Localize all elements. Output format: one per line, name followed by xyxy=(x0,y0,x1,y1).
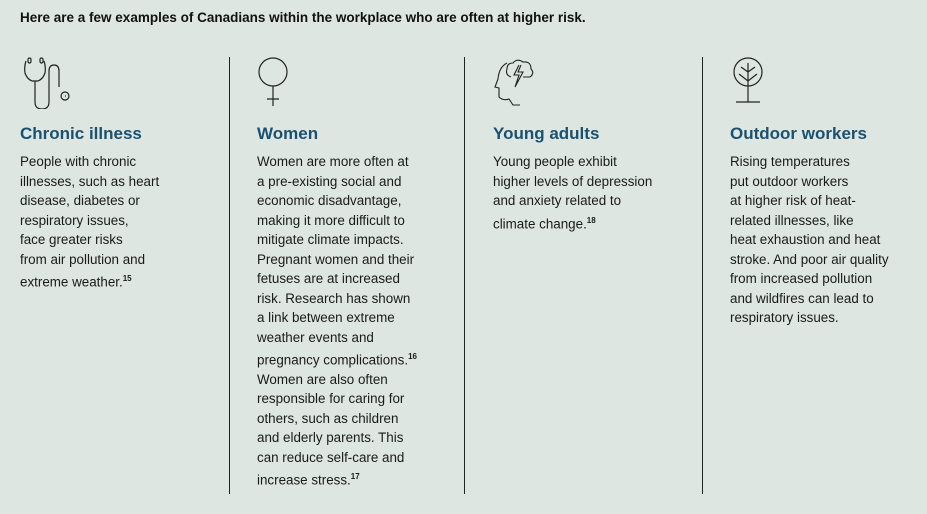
body-line: economic disadvantage, xyxy=(257,191,462,211)
body-line: pregnancy complications.16 xyxy=(257,347,462,370)
body-text: put outdoor workers xyxy=(730,173,849,189)
body-line: respiratory issues, xyxy=(20,211,225,231)
body-line: at higher risk of heat- xyxy=(730,191,927,211)
body-line: a link between extreme xyxy=(257,308,462,328)
column-chronic-illness: Chronic illness People with chronic illne… xyxy=(20,57,225,292)
body-line: Women are more often at xyxy=(257,152,462,172)
column-outdoor-workers: Outdoor workers Rising temperatures put o… xyxy=(730,57,927,328)
body-text: stroke. And poor air quality xyxy=(730,251,889,267)
body-line: others, such as children xyxy=(257,409,462,429)
body-text: heat exhaustion and heat xyxy=(730,232,881,247)
body-text: and elderly parents. This xyxy=(257,430,404,446)
column-title: Young adults xyxy=(493,124,600,143)
body-text: economic disadvantage, xyxy=(257,193,402,208)
body-text: at higher risk of heat- xyxy=(730,193,856,208)
body-line: can reduce self-care and xyxy=(257,448,462,468)
body-line: climate change.18 xyxy=(493,211,698,234)
body-text: responsible for caring for xyxy=(257,391,405,407)
body-text: mitigate climate impacts. xyxy=(257,232,404,247)
body-line: disease, diabetes or xyxy=(20,191,225,211)
body-line: a pre-existing social and xyxy=(257,172,462,192)
column-title: Outdoor workers xyxy=(730,124,867,143)
divider xyxy=(229,57,230,494)
body-line: weather events and xyxy=(257,328,462,348)
body-text: increase stress. xyxy=(257,472,351,488)
body-line: increase stress.17 xyxy=(257,467,462,490)
intro-heading: Here are a few examples of Canadians wit… xyxy=(20,10,586,25)
body-line: heat exhaustion and heat xyxy=(730,230,927,250)
column-title: Chronic illness xyxy=(20,124,142,143)
body-text: a link between extreme xyxy=(257,310,395,325)
body-text: can reduce self-care and xyxy=(257,449,405,465)
column-title: Women xyxy=(257,124,319,143)
column-body: People with chronic illnesses, such as he… xyxy=(20,152,225,292)
body-text: respiratory issues. xyxy=(730,310,839,325)
body-text: People with chronic xyxy=(20,154,137,169)
body-line: from increased pollution xyxy=(730,269,927,289)
column-body: Young people exhibit higher levels of dep… xyxy=(493,152,698,233)
body-text: weather events and xyxy=(257,329,374,345)
tree-icon xyxy=(730,57,927,109)
body-text: pregnancy complications. xyxy=(257,352,409,368)
body-text: Women are more often at xyxy=(257,154,409,169)
body-text: risk. Research has shown xyxy=(257,290,411,306)
body-line: and elderly parents. This xyxy=(257,428,462,448)
footnote-ref: 18 xyxy=(586,215,596,225)
body-line: responsible for caring for xyxy=(257,389,462,409)
body-line: People with chronic xyxy=(20,152,225,172)
body-line: Young people exhibit xyxy=(493,152,698,172)
body-line: related illnesses, like xyxy=(730,211,927,231)
column-women: Women Women are more often at a pre-exist… xyxy=(257,57,462,490)
body-text: Rising temperatures xyxy=(730,154,850,169)
female-symbol-icon xyxy=(257,57,462,109)
column-body: Rising temperatures put outdoor workers at… xyxy=(730,152,927,328)
body-text: from air pollution and xyxy=(20,251,146,267)
body-text: Women are also often xyxy=(257,371,388,387)
body-line: put outdoor workers xyxy=(730,172,927,192)
body-line: stroke. And poor air quality xyxy=(730,250,927,270)
head-storm-icon xyxy=(493,57,698,109)
body-line: respiratory issues. xyxy=(730,308,927,328)
stethoscope-icon xyxy=(20,57,225,109)
body-line: illnesses, such as heart xyxy=(20,172,225,192)
body-line: Pregnant women and their xyxy=(257,250,462,270)
body-text: extreme weather. xyxy=(20,274,123,290)
body-line: and anxiety related to xyxy=(493,191,698,211)
body-text: related illnesses, like xyxy=(730,212,854,228)
column-body: Women are more often at a pre-existing so… xyxy=(257,152,462,490)
body-text: Young people exhibit xyxy=(493,154,617,169)
body-text: respiratory issues, xyxy=(20,212,129,228)
body-text: making it more difficult to xyxy=(257,212,405,228)
body-text: illnesses, such as heart xyxy=(20,173,160,189)
body-line: Rising temperatures xyxy=(730,152,927,172)
body-text: climate change. xyxy=(493,215,587,231)
body-line: extreme weather.15 xyxy=(20,269,225,292)
footnote-ref: 16 xyxy=(408,352,418,361)
body-text: from increased pollution xyxy=(730,271,873,286)
divider xyxy=(702,57,703,494)
body-line: fetuses are at increased xyxy=(257,269,462,289)
body-text: others, such as children xyxy=(257,410,399,426)
body-line: mitigate climate impacts. xyxy=(257,230,462,250)
footnote-ref: 15 xyxy=(122,274,132,283)
body-line: making it more difficult to xyxy=(257,211,462,231)
body-text: and anxiety related to xyxy=(493,193,622,208)
body-text: and wildfires can lead to xyxy=(730,290,874,306)
body-line: and wildfires can lead to xyxy=(730,289,927,309)
body-line: Women are also often xyxy=(257,370,462,390)
column-young-adults: Young adults Young people exhibit higher … xyxy=(493,57,698,233)
body-text: higher levels of depression xyxy=(493,173,653,189)
body-text: fetuses are at increased xyxy=(257,271,400,286)
body-text: a pre-existing social and xyxy=(257,173,402,189)
body-text: disease, diabetes or xyxy=(20,193,140,208)
body-text: Pregnant women and their xyxy=(257,251,415,267)
body-text: face greater risks xyxy=(20,232,123,247)
divider xyxy=(464,57,465,494)
body-line: higher levels of depression xyxy=(493,172,698,192)
body-line: from air pollution and xyxy=(20,250,225,270)
body-line: face greater risks xyxy=(20,230,225,250)
body-line: risk. Research has shown xyxy=(257,289,462,309)
footnote-ref: 17 xyxy=(350,472,360,482)
